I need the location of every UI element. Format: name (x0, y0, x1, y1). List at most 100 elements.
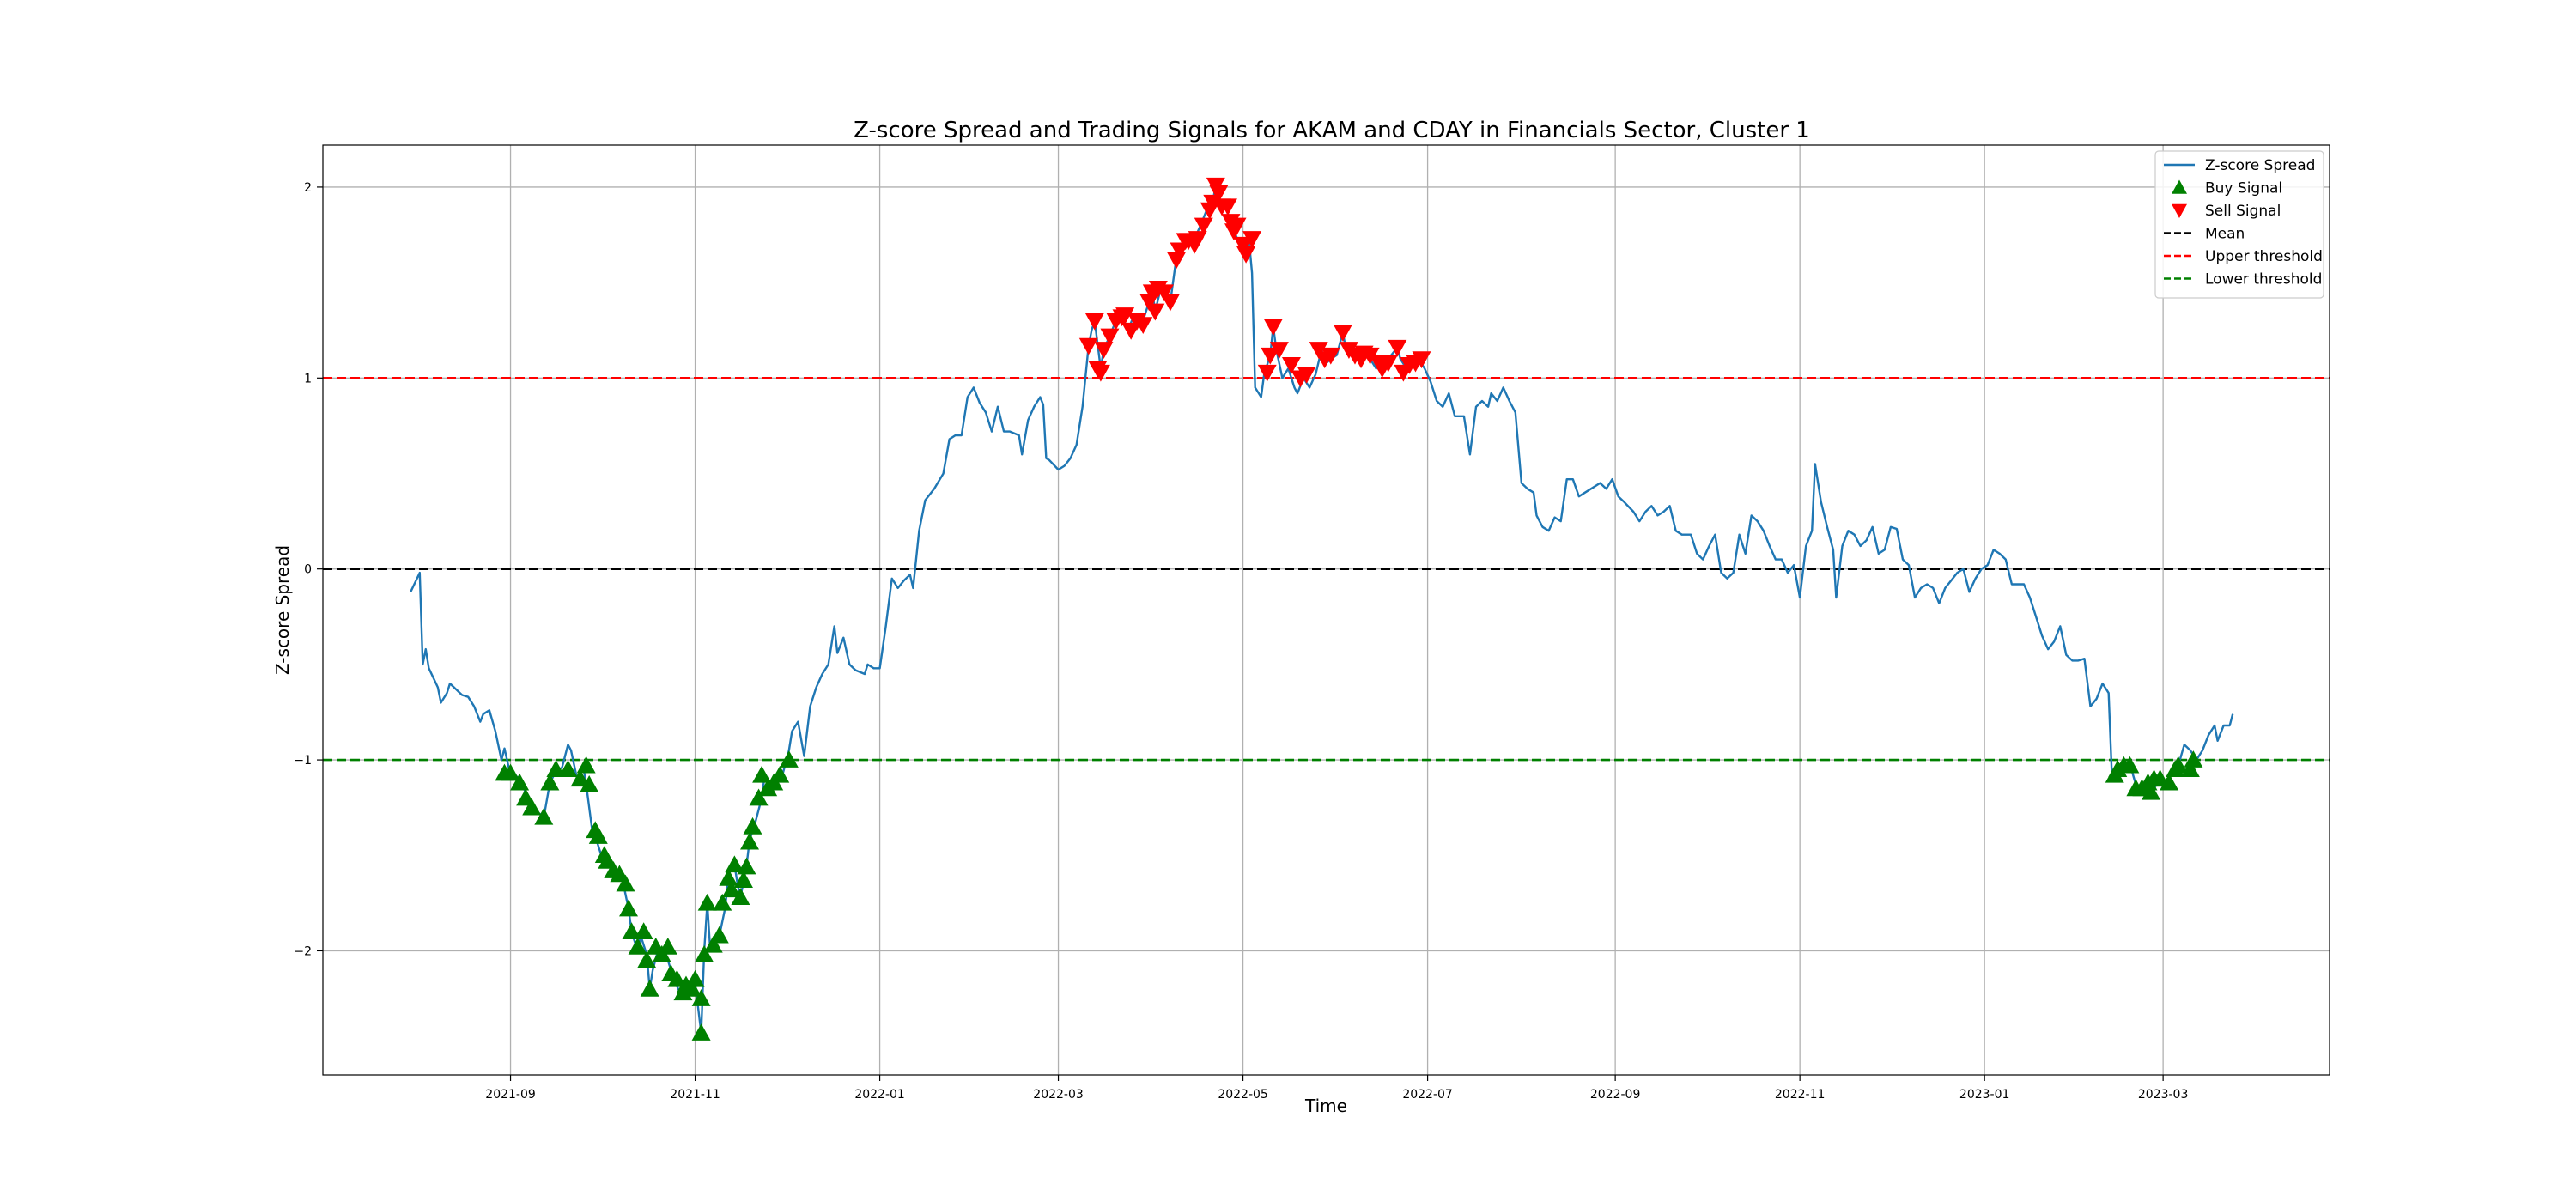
buy-signal-marker (501, 763, 520, 781)
legend-label: Lower threshold (2205, 271, 2322, 288)
x-tick-label: 2021-09 (485, 1088, 536, 1102)
y-tick-label: 2 (304, 181, 312, 195)
buy-signal-marker (733, 871, 753, 888)
sell-signal-marker (1167, 252, 1187, 270)
buy-signal-marker (2142, 782, 2161, 800)
sell-signal-marker (1100, 328, 1120, 346)
sell-signal-marker (1281, 356, 1301, 374)
buy-signal-marker (588, 827, 608, 844)
legend-label: Mean (2205, 226, 2245, 243)
sell-signal-marker (1188, 231, 1207, 248)
buy-signal-marker (619, 899, 639, 917)
buy-signal-marker (713, 893, 732, 911)
buy-signal-marker (697, 893, 717, 911)
buy-signal-marker (2120, 756, 2140, 774)
legend-item: Upper threshold (2164, 248, 2323, 265)
buy-signal-markers (495, 750, 2203, 1041)
buy-signal-marker (2180, 760, 2200, 777)
sell-signal-marker (1269, 342, 1289, 359)
sell-signal-marker (1309, 342, 1328, 359)
legend-label: Buy Signal (2205, 180, 2282, 197)
buy-signal-marker (691, 989, 711, 1006)
buy-signal-marker (752, 765, 772, 783)
legend-swatch-triangle-down (2172, 203, 2187, 218)
legend-frame (2154, 150, 2324, 299)
buy-signal-marker (580, 774, 599, 792)
sell-signal-marker (1233, 236, 1253, 254)
buy-signal-marker (2168, 756, 2188, 774)
legend-label: Upper threshold (2205, 248, 2323, 265)
y-axis-title: Z-score Spread (272, 545, 293, 675)
legend-label: Sell Signal (2205, 203, 2281, 220)
buy-signal-marker (721, 880, 741, 898)
buy-signal-marker (683, 979, 702, 997)
sell-signal-marker (1194, 217, 1213, 235)
x-tick-label: 2022-05 (1218, 1088, 1268, 1102)
x-tick-label: 2022-11 (1775, 1088, 1826, 1102)
sell-signal-marker (1263, 319, 1283, 337)
sell-signal-marker (1333, 325, 1352, 342)
sell-signal-marker (1145, 303, 1165, 321)
legend-item: Z-score Spread (2164, 157, 2315, 174)
sell-signal-marker (1297, 367, 1316, 384)
buy-signal-marker (719, 868, 738, 886)
legend-item: Lower threshold (2164, 271, 2322, 288)
buy-signal-marker (640, 979, 659, 997)
y-tick-label: 1 (304, 372, 312, 385)
buy-signal-marker (558, 760, 578, 777)
y-axis-ticks: −2 −1 0 1 2 (294, 181, 323, 958)
buy-signal-marker (691, 1023, 711, 1041)
sell-signal-marker (1115, 307, 1135, 325)
sell-signal-marker (1261, 347, 1280, 365)
series-line-z-score-spread (410, 184, 2234, 1035)
sell-signal-marker (1218, 198, 1237, 216)
buy-signal-marker (695, 944, 714, 962)
buy-signal-marker (770, 765, 790, 783)
sell-signal-marker (1236, 246, 1256, 264)
buy-signal-marker (628, 938, 647, 955)
sell-signal-marker (1227, 217, 1247, 235)
buy-signal-marker (703, 935, 723, 953)
buy-signal-marker (2184, 750, 2203, 768)
buy-signal-marker (737, 857, 756, 875)
buy-signal-marker (510, 773, 530, 791)
x-tick-label: 2023-01 (1959, 1088, 2010, 1102)
sell-signal-marker (1133, 317, 1153, 335)
buy-signal-marker (634, 922, 653, 940)
sell-signal-marker (1154, 284, 1174, 302)
sell-signal-marker (1091, 364, 1110, 382)
buy-signal-marker (534, 807, 554, 825)
x-tick-label: 2021-11 (670, 1088, 720, 1102)
sell-signal-marker (1388, 339, 1407, 357)
x-tick-label: 2022-03 (1033, 1088, 1084, 1102)
sell-signal-markers (1078, 177, 1431, 388)
buy-signal-marker (616, 874, 635, 892)
sell-signal-marker (1078, 337, 1098, 355)
x-axis-title: Time (1304, 1096, 1347, 1116)
sell-signal-marker (1084, 313, 1104, 331)
sell-signal-marker (1094, 342, 1114, 359)
buy-signal-marker (779, 750, 799, 768)
buy-signal-marker (522, 798, 542, 816)
sell-signal-marker (1257, 364, 1277, 382)
buy-signal-marker (546, 760, 566, 777)
buy-signal-marker (667, 969, 687, 987)
x-tick-label: 2022-09 (1590, 1088, 1641, 1102)
y-tick-label: 0 (304, 563, 312, 577)
buy-signal-marker (570, 769, 590, 787)
y-tick-label: −2 (294, 944, 312, 958)
x-tick-label: 2022-07 (1402, 1088, 1453, 1102)
buy-signal-marker (740, 832, 760, 850)
buy-signal-marker (731, 888, 750, 905)
y-tick-label: −1 (294, 754, 312, 768)
grid (323, 145, 2330, 1075)
sell-signal-marker (1412, 351, 1431, 369)
buy-signal-marker (576, 756, 596, 774)
legend-item: Mean (2164, 226, 2245, 243)
legend-items: Z-score Spread Buy Signal Sell Signal Mean U… (2164, 157, 2323, 288)
chart-title: Z-score Spread and Trading Signals for A… (854, 118, 1810, 143)
sell-signal-marker (1321, 347, 1340, 365)
buy-signal-marker (658, 938, 677, 955)
legend-label: Z-score Spread (2205, 157, 2315, 174)
